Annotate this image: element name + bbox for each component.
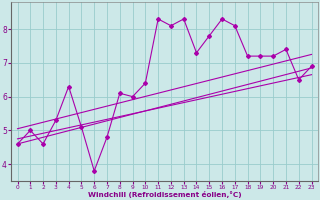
X-axis label: Windchill (Refroidissement éolien,°C): Windchill (Refroidissement éolien,°C) <box>88 191 241 198</box>
